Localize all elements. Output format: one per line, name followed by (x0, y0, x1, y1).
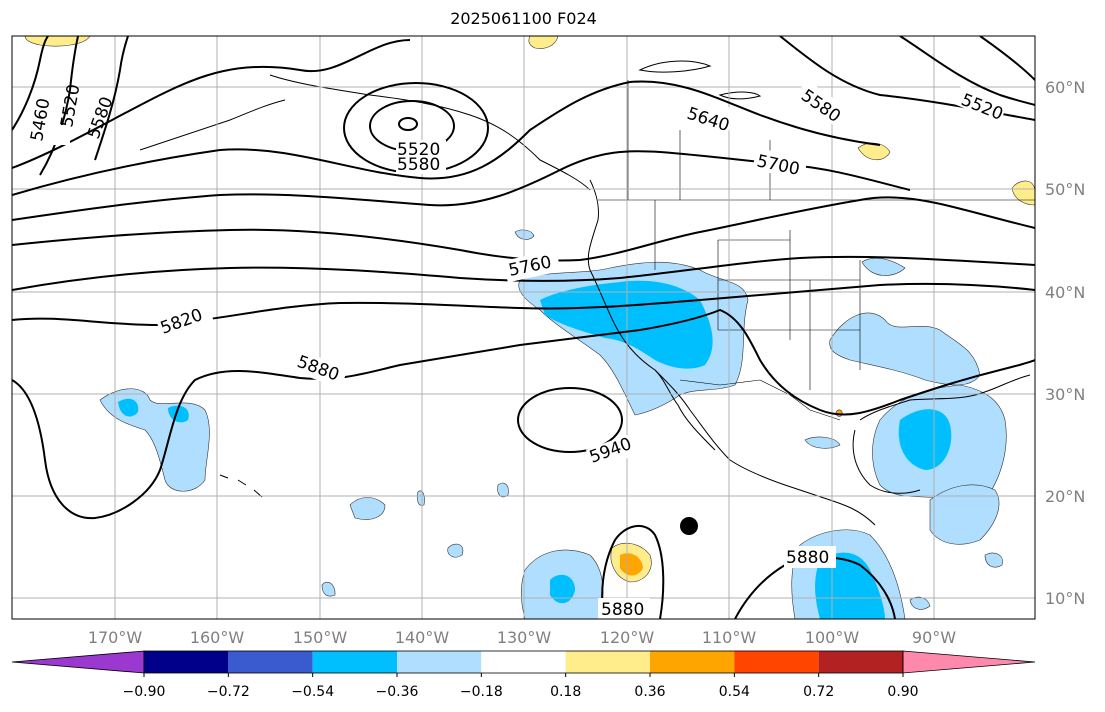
colorbar-tick-label: −0.54 (291, 684, 334, 700)
arctic-island (718, 91, 762, 100)
graticule (12, 36, 1035, 619)
longitude-labels: 170°W 160°W 150°W 140°W 130°W 120°W 110°… (88, 628, 956, 647)
anomaly-patch (416, 490, 425, 506)
contour-label: 5520 (397, 140, 440, 160)
colorbar-segment (228, 651, 313, 673)
coastlines (139, 60, 1031, 526)
low-center-contour (398, 117, 418, 131)
baja-california (654, 369, 716, 451)
yucatan-coast (852, 429, 921, 494)
contour-5880 (12, 308, 1035, 520)
anomaly-core-south-pacific (550, 574, 575, 604)
anomaly-core-gulf (898, 409, 952, 470)
anomaly-patch (497, 482, 509, 498)
anomaly-patch (909, 596, 931, 610)
colorbar-segment (481, 651, 566, 673)
colorbar-segment (312, 651, 397, 673)
colorbar-tick-label: −0.90 (123, 684, 166, 700)
colorbar: −0.90 −0.72 −0.54 −0.36 −0.18 0.18 0.36 0.54 0.7… (11, 650, 1036, 700)
lat-label: 60°N (1045, 78, 1085, 97)
colorbar-tick-label: −0.36 (376, 684, 419, 700)
colorbar-extend-max (902, 650, 1036, 674)
anomaly-region-caribbean (929, 484, 1000, 545)
anomaly-patch (349, 497, 386, 520)
contour-5640 (12, 80, 881, 196)
lat-label: 20°N (1045, 487, 1085, 506)
anomaly-patch (447, 543, 464, 558)
us-mexico-border (679, 379, 841, 421)
contour-label: 5880 (786, 548, 829, 568)
contour-5880-south (601, 525, 665, 619)
colorbar-tick-label: −0.18 (460, 684, 503, 700)
contour-5520-west (39, 36, 79, 176)
storm-center-marker (680, 517, 698, 535)
state-borders (718, 239, 860, 331)
political-borders (598, 80, 1035, 421)
colorbar-tick-label: 0.90 (887, 684, 918, 700)
map-title: 2025061100 F024 (450, 9, 597, 28)
colorbar-segment (650, 651, 735, 673)
colorbar-tick-label: 0.72 (803, 684, 834, 700)
colorbar-segment (397, 651, 482, 673)
contour-5520-east (899, 36, 1035, 106)
anomaly-patch (321, 581, 336, 597)
colorbar-segment (734, 651, 819, 673)
lon-label: 90°W (912, 628, 956, 647)
lon-label: 110°W (702, 628, 757, 647)
anomaly-patch (804, 436, 841, 449)
colorbar-segment (818, 651, 903, 673)
anomaly-core-hawaii (118, 398, 189, 423)
arctic-island (638, 60, 712, 73)
lon-label: 150°W (293, 628, 348, 647)
contour-5760-b (12, 255, 1035, 291)
lon-label: 140°W (395, 628, 450, 647)
anomaly-patch (861, 257, 906, 276)
contour-5580-west (94, 36, 129, 161)
contour-5460 (12, 36, 49, 131)
map-frame (11, 35, 1036, 620)
colorbar-segment (565, 651, 650, 673)
colorbar-tick-label: 0.18 (550, 684, 581, 700)
contour-label: 5880 (601, 600, 644, 620)
lat-label: 30°N (1045, 385, 1085, 404)
colorbar-tick-label: 0.54 (719, 684, 750, 700)
colorbar-tick-label: 0.36 (634, 684, 665, 700)
lon-label: 100°W (805, 628, 860, 647)
lon-label: 130°W (497, 628, 552, 647)
gulf-coast (859, 374, 1031, 421)
contour-5760 (12, 196, 1035, 262)
lat-label: 40°N (1045, 283, 1085, 302)
colorbar-segment (144, 651, 229, 673)
west-coast-north-america (587, 179, 876, 526)
colorbar-extend-min (11, 650, 145, 674)
lat-label: 10°N (1045, 589, 1085, 608)
positive-anomaly-region (24, 36, 91, 47)
lat-label: 50°N (1045, 180, 1085, 199)
alaska-coast (269, 74, 591, 191)
aleutian-chain (139, 99, 286, 151)
lon-label: 160°W (190, 628, 245, 647)
contour-5940 (517, 387, 623, 453)
lon-label: 170°W (88, 628, 143, 647)
lon-label: 120°W (600, 628, 655, 647)
latitude-labels: 60°N 50°N 40°N 30°N 20°N 10°N (1045, 78, 1085, 608)
colorbar-frame (143, 650, 904, 674)
anomaly-patch (984, 552, 1003, 568)
colorbar-tick-label: −0.72 (207, 684, 250, 700)
contour-5460-east (979, 36, 1035, 81)
positive-anomaly-region (528, 36, 559, 49)
positive-anomaly-core (620, 553, 643, 576)
contour-label: 5580 (397, 155, 440, 175)
positive-anomaly-region (1011, 180, 1035, 206)
state-borders (654, 200, 861, 390)
contour-5640-west (12, 39, 411, 169)
anomaly-core-east-pacific (815, 552, 885, 619)
